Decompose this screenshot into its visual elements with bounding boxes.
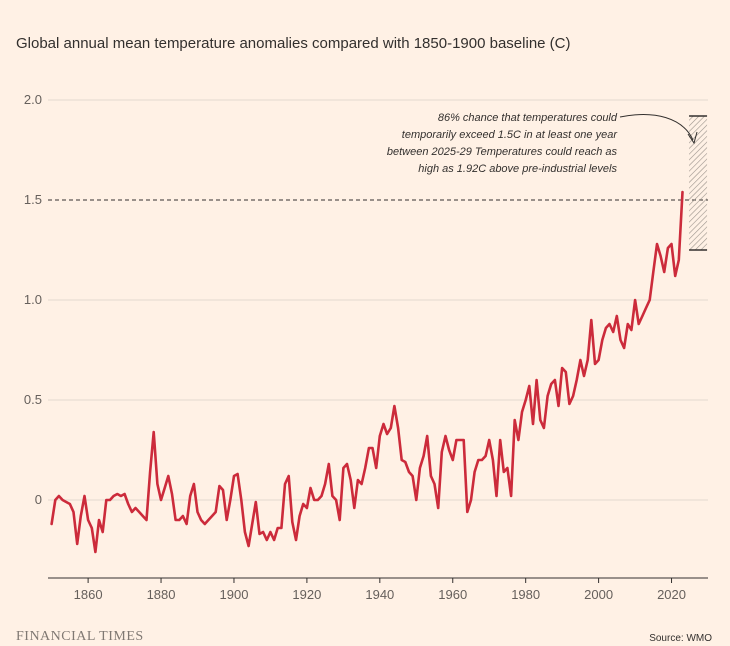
annotation-line: high as 1.92C above pre-industrial level… xyxy=(418,163,617,175)
y-tick-label: 1.5 xyxy=(24,192,42,207)
series-layer xyxy=(50,190,684,554)
annotation-line: between 2025-29 Temperatures could reach… xyxy=(387,146,618,158)
y-tick-label: 1.0 xyxy=(24,292,42,307)
x-tick-label: 1880 xyxy=(147,587,176,602)
x-tick-label: 1900 xyxy=(220,587,249,602)
brand-logo-text: FINANCIAL TIMES xyxy=(16,629,144,644)
projection-range-bar xyxy=(689,116,708,250)
x-tick-label: 1860 xyxy=(74,587,103,602)
y-tick-label: 2.0 xyxy=(24,92,42,107)
gridlines xyxy=(48,99,708,501)
annotation-arrow xyxy=(619,114,694,141)
temperature-anomaly-line xyxy=(50,190,684,554)
x-tick-label: 1980 xyxy=(511,587,540,602)
chart-title: Global annual mean temperature anomalies… xyxy=(16,35,571,52)
x-tick-label: 1920 xyxy=(292,587,321,602)
y-axis-labels: 0 0.5 1.0 1.5 2.0 xyxy=(24,92,42,507)
x-tick-label: 1960 xyxy=(438,587,467,602)
annotation-line: temporarily exceed 1.5C in at least one … xyxy=(402,129,619,141)
x-tick-label: 2020 xyxy=(657,587,686,602)
x-tick-label: 1940 xyxy=(365,587,394,602)
annotation-line: 86% chance that temperatures could xyxy=(438,112,618,124)
y-tick-label: 0 xyxy=(35,492,42,507)
source-note: Source: WMO xyxy=(649,633,712,644)
y-tick-label: 0.5 xyxy=(24,392,42,407)
x-axis: 1860 1880 1900 1920 1940 1960 1980 2000 2020 xyxy=(48,577,708,602)
projection-range-layer xyxy=(689,115,708,251)
annotation-layer: 86% chance that temperatures could tempor… xyxy=(387,112,698,175)
annotation-arrowhead xyxy=(687,131,698,145)
x-tick-label: 2000 xyxy=(584,587,613,602)
